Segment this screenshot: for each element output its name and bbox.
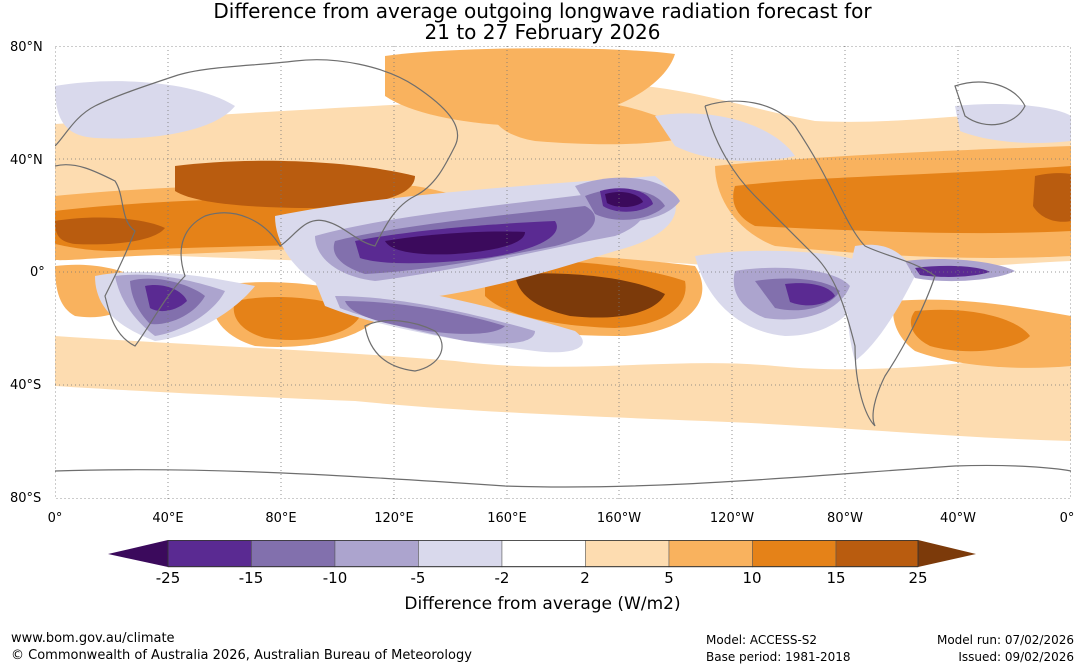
pale-purple-patch-north-atlantic — [955, 104, 1071, 143]
deep-purple-patch-east-pacific — [785, 283, 835, 306]
colorbar — [108, 540, 976, 568]
lat-label-40s: 40°S — [10, 378, 42, 393]
brown-patch-sahara — [55, 217, 165, 245]
base-period: Base period: 1981-2018 — [706, 650, 851, 664]
orange-patch-north-pacific — [492, 97, 695, 145]
colorbar-tick-label: 2 — [580, 569, 590, 587]
pale-purple-patch-alaska — [655, 113, 795, 162]
coastline-greenland — [954, 81, 1026, 126]
colorbar-extend-min — [108, 540, 168, 567]
darkest-purple-patch-maritime-continent — [385, 231, 525, 255]
dark-orange-band-atlantic — [733, 166, 1071, 234]
issued-date: Issued: 09/02/2026 — [958, 650, 1074, 664]
model-run-date: Model run: 07/02/2026 — [936, 633, 1074, 647]
pale-purple-patch-europe — [55, 81, 235, 139]
colorbar-bin-6 — [585, 540, 670, 568]
colorbar-tick-label: -15 — [238, 569, 264, 587]
coastline-antarctica — [55, 464, 1071, 488]
colorbar-bin-3 — [334, 540, 419, 568]
lon-label-0: 0° — [47, 511, 63, 526]
purple-patch-south-pacific — [345, 301, 505, 334]
copyright-text: © Commonwealth of Australia 2026, Austra… — [11, 648, 472, 663]
colorbar-tick-label: 5 — [664, 569, 674, 587]
pale-orange-patch-south-pacific — [575, 380, 705, 414]
colorbar-outline — [167, 540, 919, 567]
deep-purple-patch-brazil — [915, 265, 990, 277]
pale-orange-band-south — [55, 336, 1071, 441]
brown-patch-north-atlantic — [1033, 173, 1071, 222]
colorbar-tick-label: -2 — [494, 569, 510, 587]
anomaly-fields — [55, 48, 1071, 441]
chart-title-line-1: Difference from average outgoing longwav… — [213, 0, 872, 23]
coastline-australia — [364, 320, 443, 372]
lon-label-80w: 80°W — [827, 511, 863, 526]
lon-label-40w: 40°W — [940, 511, 976, 526]
colorbar-tick-label: -10 — [322, 569, 348, 587]
lon-label-80e: 80°E — [265, 511, 297, 526]
lat-label-40n: 40°N — [10, 153, 43, 168]
colorbar-units-label: Difference from average (W/m2) — [404, 594, 681, 614]
lon-label-40e: 40°E — [152, 511, 184, 526]
lat-label-80n: 80°N — [10, 40, 43, 55]
darkest-brown-patch-central-pacific — [515, 273, 665, 318]
brown-patch-central-asia — [175, 160, 415, 208]
website-link[interactable]: www.bom.gov.au/climate — [11, 631, 175, 646]
coastline-americas — [704, 100, 936, 427]
coastline-eurasia-africa — [55, 59, 459, 347]
dark-orange-patch-indian-ocean — [233, 296, 360, 340]
colorbar-tick-label: 15 — [826, 569, 846, 587]
colorbar-bin-9 — [835, 540, 919, 568]
lon-label-160w: 160°W — [596, 511, 642, 526]
coastlines — [55, 59, 1071, 488]
colorbar-tick-label: 25 — [908, 569, 928, 587]
colorbar-bin-2 — [251, 540, 336, 568]
colorbar-bin-1 — [167, 540, 252, 568]
lat-label-equator: 0° — [30, 265, 45, 280]
colorbar-bin-5 — [501, 540, 586, 568]
model-name: Model: ACCESS-S2 — [706, 633, 818, 647]
map-frame — [55, 46, 1071, 499]
pale-purple-patch-south-america — [847, 244, 915, 361]
graticule — [55, 46, 1071, 499]
darkest-purple-patch-pacific — [605, 191, 643, 207]
colorbar-tick-label: -5 — [410, 569, 426, 587]
colorbar-tick-label: -25 — [155, 569, 181, 587]
lon-label-120e: 120°E — [374, 511, 414, 526]
dark-orange-patch-south-atlantic — [910, 309, 1030, 352]
lat-label-80s: 80°S — [10, 491, 42, 506]
olr-anomaly-map — [55, 46, 1071, 499]
colorbar-tick-label: 10 — [742, 569, 762, 587]
deep-purple-patch-africa — [145, 285, 187, 312]
colorbar-extend-max — [918, 540, 976, 567]
colorbar-bin-8 — [752, 540, 837, 568]
chart-title-line-2: 21 to 27 February 2026 — [424, 20, 661, 44]
colorbar-bin-7 — [668, 540, 753, 568]
lon-label-120w: 120°W — [709, 511, 755, 526]
lon-label-160e: 160°E — [487, 511, 527, 526]
colorbar-bin-4 — [418, 540, 503, 568]
lon-label-0-east: 0° — [1059, 511, 1075, 526]
